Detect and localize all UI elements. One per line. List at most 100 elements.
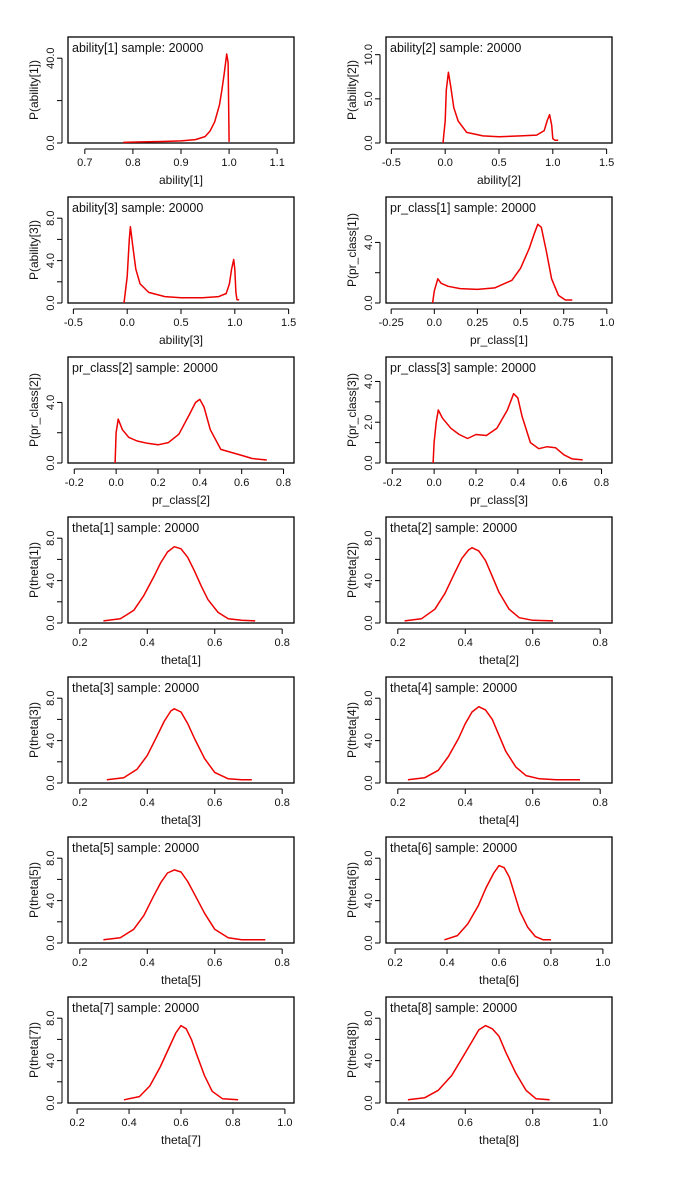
y-tick-label: 0.0 [363, 295, 375, 310]
x-tick-label: 0.4 [458, 637, 473, 649]
x-tick-label: 1.0 [593, 1117, 608, 1129]
density-panel: pr_class[2] sample: 20000 -0.2 0.0 0.2 0.4 0.… [0, 320, 340, 507]
density-panel: theta[3] sample: 20000 0.2 0.4 0.6 0.8 theta[… [0, 640, 340, 827]
x-tick-label: 0.2 [150, 477, 165, 489]
x-tick-label: 0.6 [173, 1117, 188, 1129]
x-tick-label: 0.8 [543, 957, 558, 969]
x-axis-title: theta[6] [479, 973, 519, 987]
y-tick-label: 8.0 [363, 691, 375, 706]
y-tick-label: 0.0 [363, 455, 375, 470]
y-axis-title: P(theta[1]) [27, 542, 41, 598]
x-axis-title: theta[4] [479, 813, 519, 827]
y-tick-label: 0.0 [363, 775, 375, 790]
x-axis-title: ability[3] [159, 333, 203, 347]
chart-title: theta[4] sample: 20000 [390, 681, 517, 695]
density-curve [407, 705, 580, 781]
chart-title: pr_class[1] sample: 20000 [390, 201, 536, 215]
x-tick-label: -0.2 [383, 477, 402, 489]
chart-title: ability[2] sample: 20000 [390, 41, 521, 55]
x-tick-label: 0.2 [69, 1117, 84, 1129]
x-tick-label: 0.2 [72, 957, 87, 969]
x-tick-label: 0.0 [427, 317, 442, 329]
y-tick-label: 8.0 [45, 531, 57, 546]
x-axis-title: theta[3] [161, 813, 201, 827]
x-tick-label: 0.8 [525, 1117, 540, 1129]
y-tick-label: 0.0 [45, 135, 57, 150]
plot-frame [67, 196, 295, 304]
density-chart: theta[5] sample: 20000 0.2 0.4 0.6 0.8 theta[… [27, 836, 295, 987]
x-tick-label: 0.8 [125, 157, 140, 169]
chart-title: pr_class[3] sample: 20000 [390, 361, 536, 375]
x-tick-label: 0.4 [140, 957, 155, 969]
x-axis-title: pr_class[3] [470, 493, 528, 507]
density-panel: theta[2] sample: 20000 0.2 0.4 0.6 0.8 theta[… [318, 480, 658, 667]
density-panel: pr_class[3] sample: 20000 -0.2 0.0 0.2 0.4 0.… [318, 320, 658, 507]
y-tick-label: 4.0 [45, 253, 57, 268]
x-tick-label: 0.0 [120, 317, 135, 329]
x-tick-label: 1.1 [270, 157, 285, 169]
density-panel: pr_class[1] sample: 20000 -0.25 0.0 0.25 0.5… [318, 160, 658, 347]
y-axis-title: P(theta[8]) [345, 1022, 359, 1078]
y-tick-label: 10.0 [363, 44, 375, 65]
y-axis-title: P(pr_class[2]) [27, 373, 41, 447]
y-tick-label: 0.0 [45, 1095, 57, 1110]
y-tick-label: 4.0 [363, 733, 375, 748]
density-chart: theta[2] sample: 20000 0.2 0.4 0.6 0.8 theta[… [345, 516, 613, 667]
x-tick-label: 0.8 [276, 477, 291, 489]
x-tick-label: 0.4 [458, 797, 473, 809]
x-tick-label: 0.6 [458, 1117, 473, 1129]
y-tick-label: 4.0 [45, 733, 57, 748]
x-axis-title: ability[2] [477, 173, 521, 187]
y-tick-label: 8.0 [363, 851, 375, 866]
plot-frame [385, 196, 613, 304]
y-tick-label: 8.0 [45, 211, 57, 226]
y-axis-title: P(ability[2]) [345, 60, 359, 120]
x-tick-label: 0.0 [108, 477, 123, 489]
x-tick-label: -0.25 [379, 317, 404, 329]
x-tick-label: 0.6 [207, 957, 222, 969]
x-axis-title: theta[2] [479, 653, 519, 667]
y-tick-label: 0.0 [45, 455, 57, 470]
density-curve [432, 392, 583, 464]
chart-title: theta[2] sample: 20000 [390, 521, 517, 535]
x-tick-label: 0.2 [72, 797, 87, 809]
chart-title: theta[1] sample: 20000 [72, 521, 199, 535]
y-axis-title: P(theta[2]) [345, 542, 359, 598]
x-tick-label: 0.4 [140, 637, 155, 649]
y-tick-label: 4.0 [363, 1053, 375, 1068]
x-tick-label: 0.8 [275, 797, 290, 809]
x-tick-label: 0.6 [525, 797, 540, 809]
x-axis-title: ability[1] [159, 173, 203, 187]
y-tick-label: 4.0 [363, 573, 375, 588]
x-tick-label: -0.5 [382, 157, 401, 169]
x-tick-label: 0.2 [390, 797, 405, 809]
x-axis-title: theta[7] [161, 1133, 201, 1147]
x-tick-label: -0.5 [64, 317, 83, 329]
x-tick-label: 1.5 [599, 157, 614, 169]
density-chart: ability[1] sample: 20000 0.7 0.8 0.9 1.0 1.1 a… [27, 36, 295, 187]
y-tick-label: 0.0 [45, 775, 57, 790]
density-panel: theta[7] sample: 20000 0.2 0.4 0.6 0.8 1.0 the… [0, 960, 340, 1147]
y-axis-title: P(pr_class[3]) [345, 373, 359, 447]
density-chart: ability[3] sample: 20000 -0.5 0.0 0.5 1.0 1.5… [27, 196, 296, 347]
plot-frame [67, 36, 295, 144]
y-tick-label: 0.0 [363, 615, 375, 630]
x-tick-label: 0.4 [140, 797, 155, 809]
y-axis-title: P(theta[4]) [345, 702, 359, 758]
x-axis-title: theta[8] [479, 1133, 519, 1147]
density-panel: theta[4] sample: 20000 0.2 0.4 0.6 0.8 theta[… [318, 640, 658, 827]
density-chart: theta[4] sample: 20000 0.2 0.4 0.6 0.8 theta[… [345, 676, 613, 827]
density-curve [106, 708, 252, 781]
chart-title: theta[6] sample: 20000 [390, 841, 517, 855]
y-tick-label: 4.0 [45, 1053, 57, 1068]
density-curve [123, 225, 240, 304]
x-tick-label: 0.4 [390, 1117, 405, 1129]
x-tick-label: 0.6 [525, 637, 540, 649]
y-axis-title: P(theta[7]) [27, 1022, 41, 1078]
x-tick-label: 1.0 [545, 157, 560, 169]
x-tick-label: 0.9 [173, 157, 188, 169]
density-curve [123, 1024, 239, 1101]
y-axis-title: P(ability[1]) [27, 60, 41, 120]
density-panel: theta[1] sample: 20000 0.2 0.4 0.6 0.8 theta[… [0, 480, 340, 667]
